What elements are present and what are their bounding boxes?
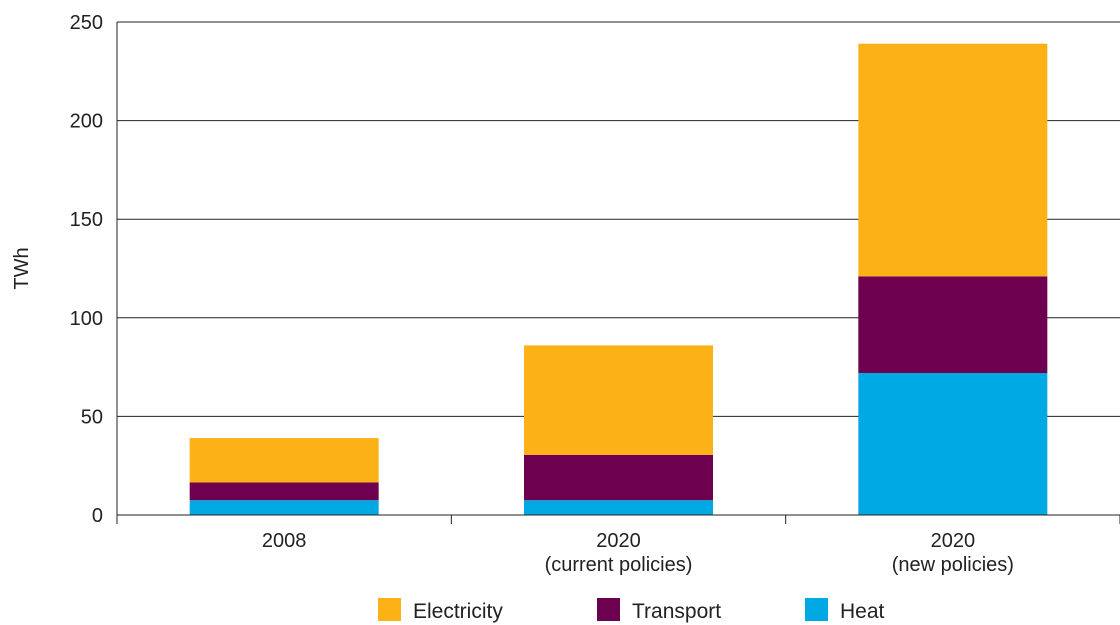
x-tick-label-1-0: 2020: [596, 530, 641, 552]
legend-label-electricity: Electricity: [413, 600, 503, 623]
bar-electricity-1: [524, 345, 713, 455]
x-tick-label-2-1: (new policies): [892, 554, 1014, 576]
bar-heat-1: [524, 500, 713, 515]
x-tick-label-1-1: (current policies): [545, 554, 693, 576]
bar-heat-2: [858, 373, 1048, 515]
y-tick-label-100: 100: [70, 308, 103, 330]
bar-transport-2: [858, 276, 1048, 374]
legend-swatch-transport: [597, 598, 620, 621]
bars: [189, 43, 1048, 515]
x-tick-label-2-0: 2020: [931, 530, 976, 552]
legend-label-heat: Heat: [840, 600, 885, 623]
y-tick-label-150: 150: [70, 209, 103, 231]
y-tick-label-250: 250: [70, 12, 103, 34]
y-axis-title: TWh: [11, 247, 33, 289]
legend-swatch-heat: [805, 598, 828, 621]
bar-electricity-2: [858, 43, 1048, 277]
legend-label-transport: Transport: [632, 600, 721, 623]
x-tick-label-0-0: 2008: [262, 530, 307, 552]
legend-swatch-electricity: [378, 598, 401, 621]
bar-heat-0: [189, 500, 379, 515]
y-tick-label-200: 200: [70, 111, 103, 133]
bar-transport-1: [524, 454, 713, 501]
bar-transport-0: [189, 482, 379, 501]
y-tick-label-50: 50: [81, 406, 103, 428]
y-tick-label-0: 0: [92, 505, 103, 527]
bar-electricity-0: [189, 438, 379, 483]
legend: Electricity Transport Heat: [378, 598, 885, 623]
